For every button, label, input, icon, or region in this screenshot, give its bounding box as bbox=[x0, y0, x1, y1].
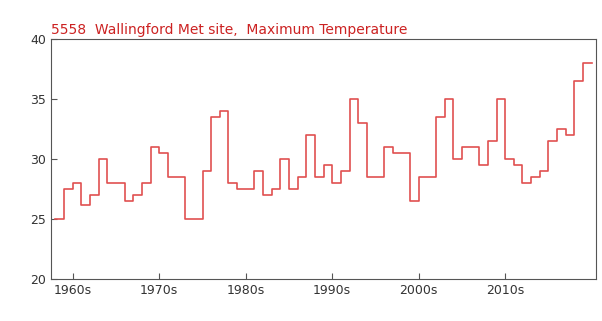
Text: 5558  Wallingford Met site,  Maximum Temperature: 5558 Wallingford Met site, Maximum Tempe… bbox=[51, 23, 408, 37]
